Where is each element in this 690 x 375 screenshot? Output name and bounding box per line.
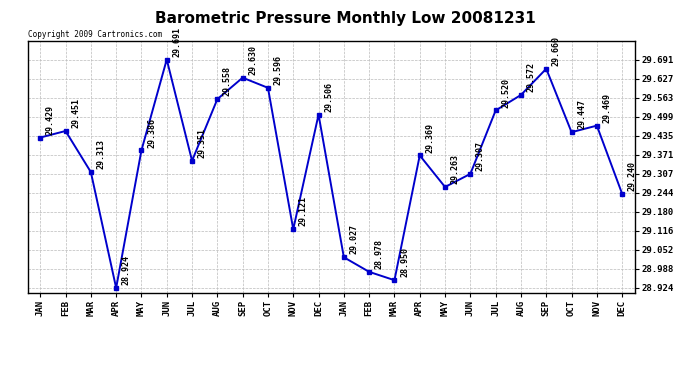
- Text: 29.313: 29.313: [97, 139, 106, 169]
- Text: 29.240: 29.240: [628, 161, 637, 191]
- Text: 29.429: 29.429: [46, 105, 55, 135]
- Text: 29.558: 29.558: [223, 66, 232, 96]
- Text: 29.691: 29.691: [172, 27, 181, 57]
- Text: 29.451: 29.451: [71, 98, 80, 128]
- Text: 29.596: 29.596: [273, 55, 282, 85]
- Text: 29.386: 29.386: [147, 118, 156, 148]
- Text: 29.121: 29.121: [299, 196, 308, 226]
- Text: 28.978: 28.978: [375, 239, 384, 269]
- Text: 28.924: 28.924: [121, 255, 130, 285]
- Text: Copyright 2009 Cartronics.com: Copyright 2009 Cartronics.com: [28, 30, 161, 39]
- Text: Barometric Pressure Monthly Low 20081231: Barometric Pressure Monthly Low 20081231: [155, 11, 535, 26]
- Text: 28.950: 28.950: [400, 248, 409, 278]
- Text: 29.630: 29.630: [248, 45, 257, 75]
- Text: 29.369: 29.369: [425, 123, 434, 153]
- Text: 29.520: 29.520: [501, 78, 510, 108]
- Text: 29.660: 29.660: [552, 36, 561, 66]
- Text: 29.027: 29.027: [349, 225, 358, 255]
- Text: 29.307: 29.307: [476, 141, 485, 171]
- Text: 29.506: 29.506: [324, 82, 333, 112]
- Text: 29.447: 29.447: [577, 99, 586, 129]
- Text: 29.572: 29.572: [526, 62, 535, 92]
- Text: 29.469: 29.469: [602, 93, 611, 123]
- Text: 29.263: 29.263: [451, 154, 460, 184]
- Text: 29.351: 29.351: [197, 128, 206, 158]
